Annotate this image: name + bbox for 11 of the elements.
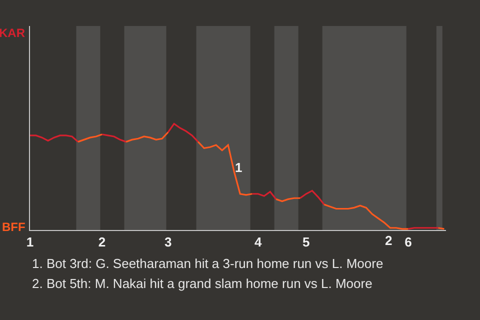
text: 1. Bot 3rd: G. Seetharaman hit a 3-run home run vs L. Moore: [32, 256, 384, 271]
x-tick-label: 2: [98, 234, 106, 250]
text: BFF: [2, 220, 26, 234]
text: 2. Bot 5th: M. Nakai hit a grand slam home run vs L. Moore: [32, 276, 372, 291]
x-tick-label: 1: [26, 234, 34, 250]
text: KAR: [0, 26, 26, 40]
x-tick-label: 5: [302, 234, 310, 250]
x-tick-label: 6: [404, 234, 412, 250]
x-tick-label: 4: [254, 234, 262, 250]
annotation: 1: [235, 160, 242, 175]
x-tick-label: 3: [164, 234, 172, 250]
